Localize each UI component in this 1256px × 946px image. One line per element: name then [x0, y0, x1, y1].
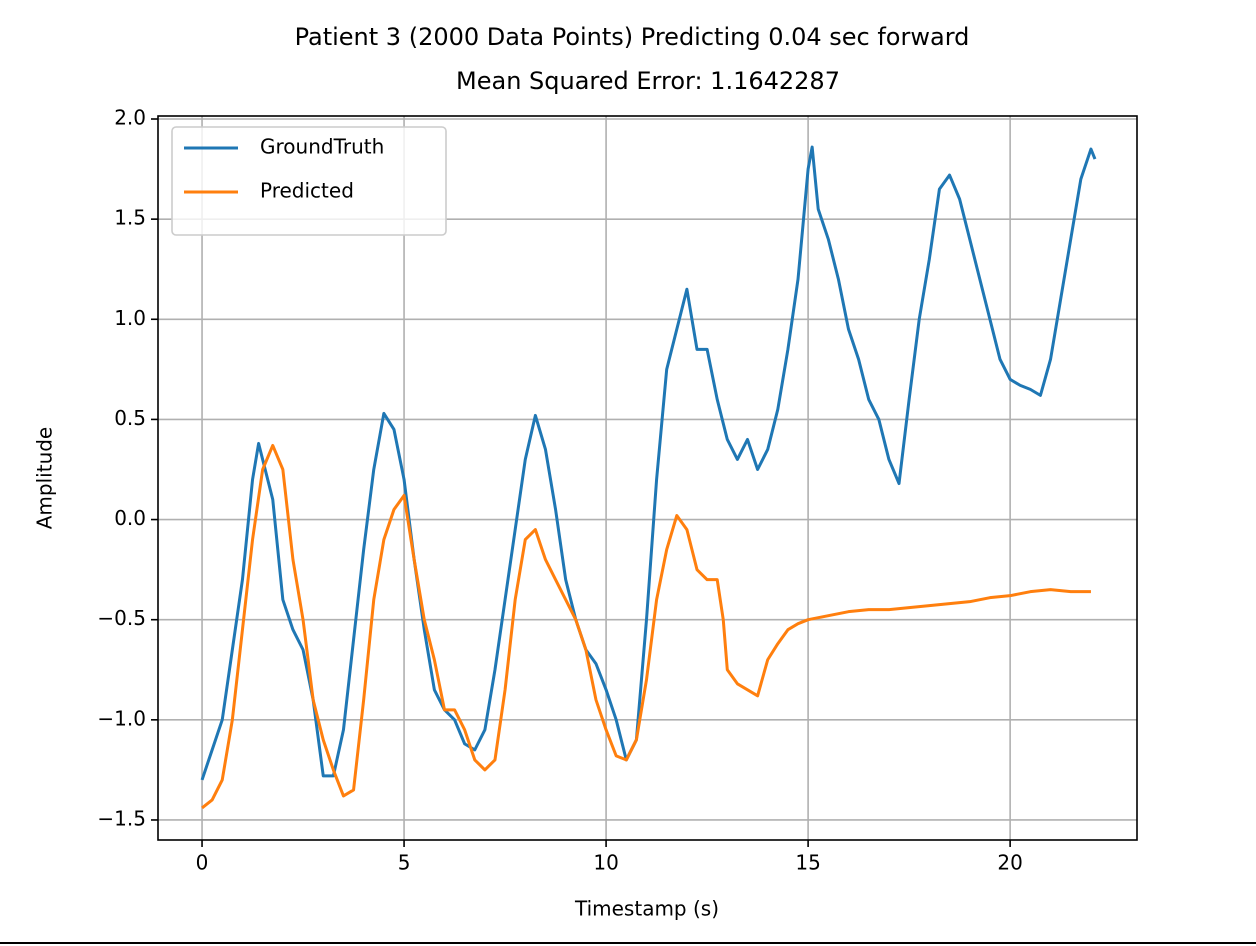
y-tick-label: 1.0	[114, 306, 146, 330]
chart-subtitle: Mean Squared Error: 1.1642287	[456, 67, 840, 95]
y-axis-label: Amplitude	[33, 427, 57, 530]
data-line	[200, 145, 1097, 781]
x-axis-label: Timestamp (s)	[574, 897, 719, 921]
legend-label: Predicted	[260, 179, 354, 203]
y-tick-label: 2.0	[114, 106, 146, 130]
y-tick-label: 0.5	[114, 406, 146, 430]
x-tick-label: 20	[997, 851, 1022, 875]
y-tick-label: 0.0	[114, 506, 146, 530]
y-tick-label: −0.5	[97, 606, 146, 630]
x-tick-label: 10	[593, 851, 618, 875]
data-line	[201, 443, 1091, 810]
x-tick-label: 5	[398, 851, 411, 875]
y-tick-label: −1.5	[97, 806, 146, 830]
x-tick-label: 15	[795, 851, 820, 875]
legend-label: GroundTruth	[260, 135, 384, 159]
plot-frame	[157, 115, 1138, 841]
y-tick-label: −1.0	[97, 706, 146, 730]
x-tick-label: 0	[196, 851, 209, 875]
y-tick-label: 1.5	[114, 206, 146, 230]
chart-title: Patient 3 (2000 Data Points) Predicting …	[295, 23, 970, 51]
legend-box	[171, 126, 447, 236]
